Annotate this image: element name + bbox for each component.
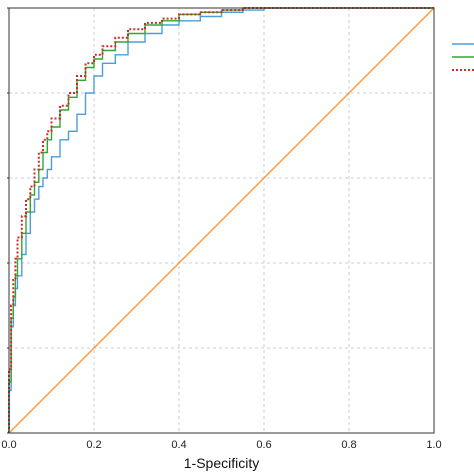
- x-tick-label: 0.4: [171, 439, 186, 451]
- legend: [452, 43, 474, 71]
- x-tick-label: 0.2: [86, 439, 101, 451]
- series-line-1: [8, 7, 434, 433]
- series-line-3: [8, 7, 434, 433]
- series-line-4: [8, 7, 435, 434]
- ticks: 0.0 0.2 0.4 0.6 0.8 1.0: [1, 7, 442, 451]
- x-tick-label: 1.0: [426, 439, 441, 451]
- series-lines: [8, 7, 435, 434]
- x-tick-label: 0.0: [1, 439, 16, 451]
- x-axis-title: 1-Specificity: [184, 455, 259, 471]
- grid: [9, 8, 434, 433]
- plot-frame: [8, 7, 435, 434]
- x-tick-label: 0.8: [341, 439, 356, 451]
- x-tick-label: 0.6: [256, 439, 271, 451]
